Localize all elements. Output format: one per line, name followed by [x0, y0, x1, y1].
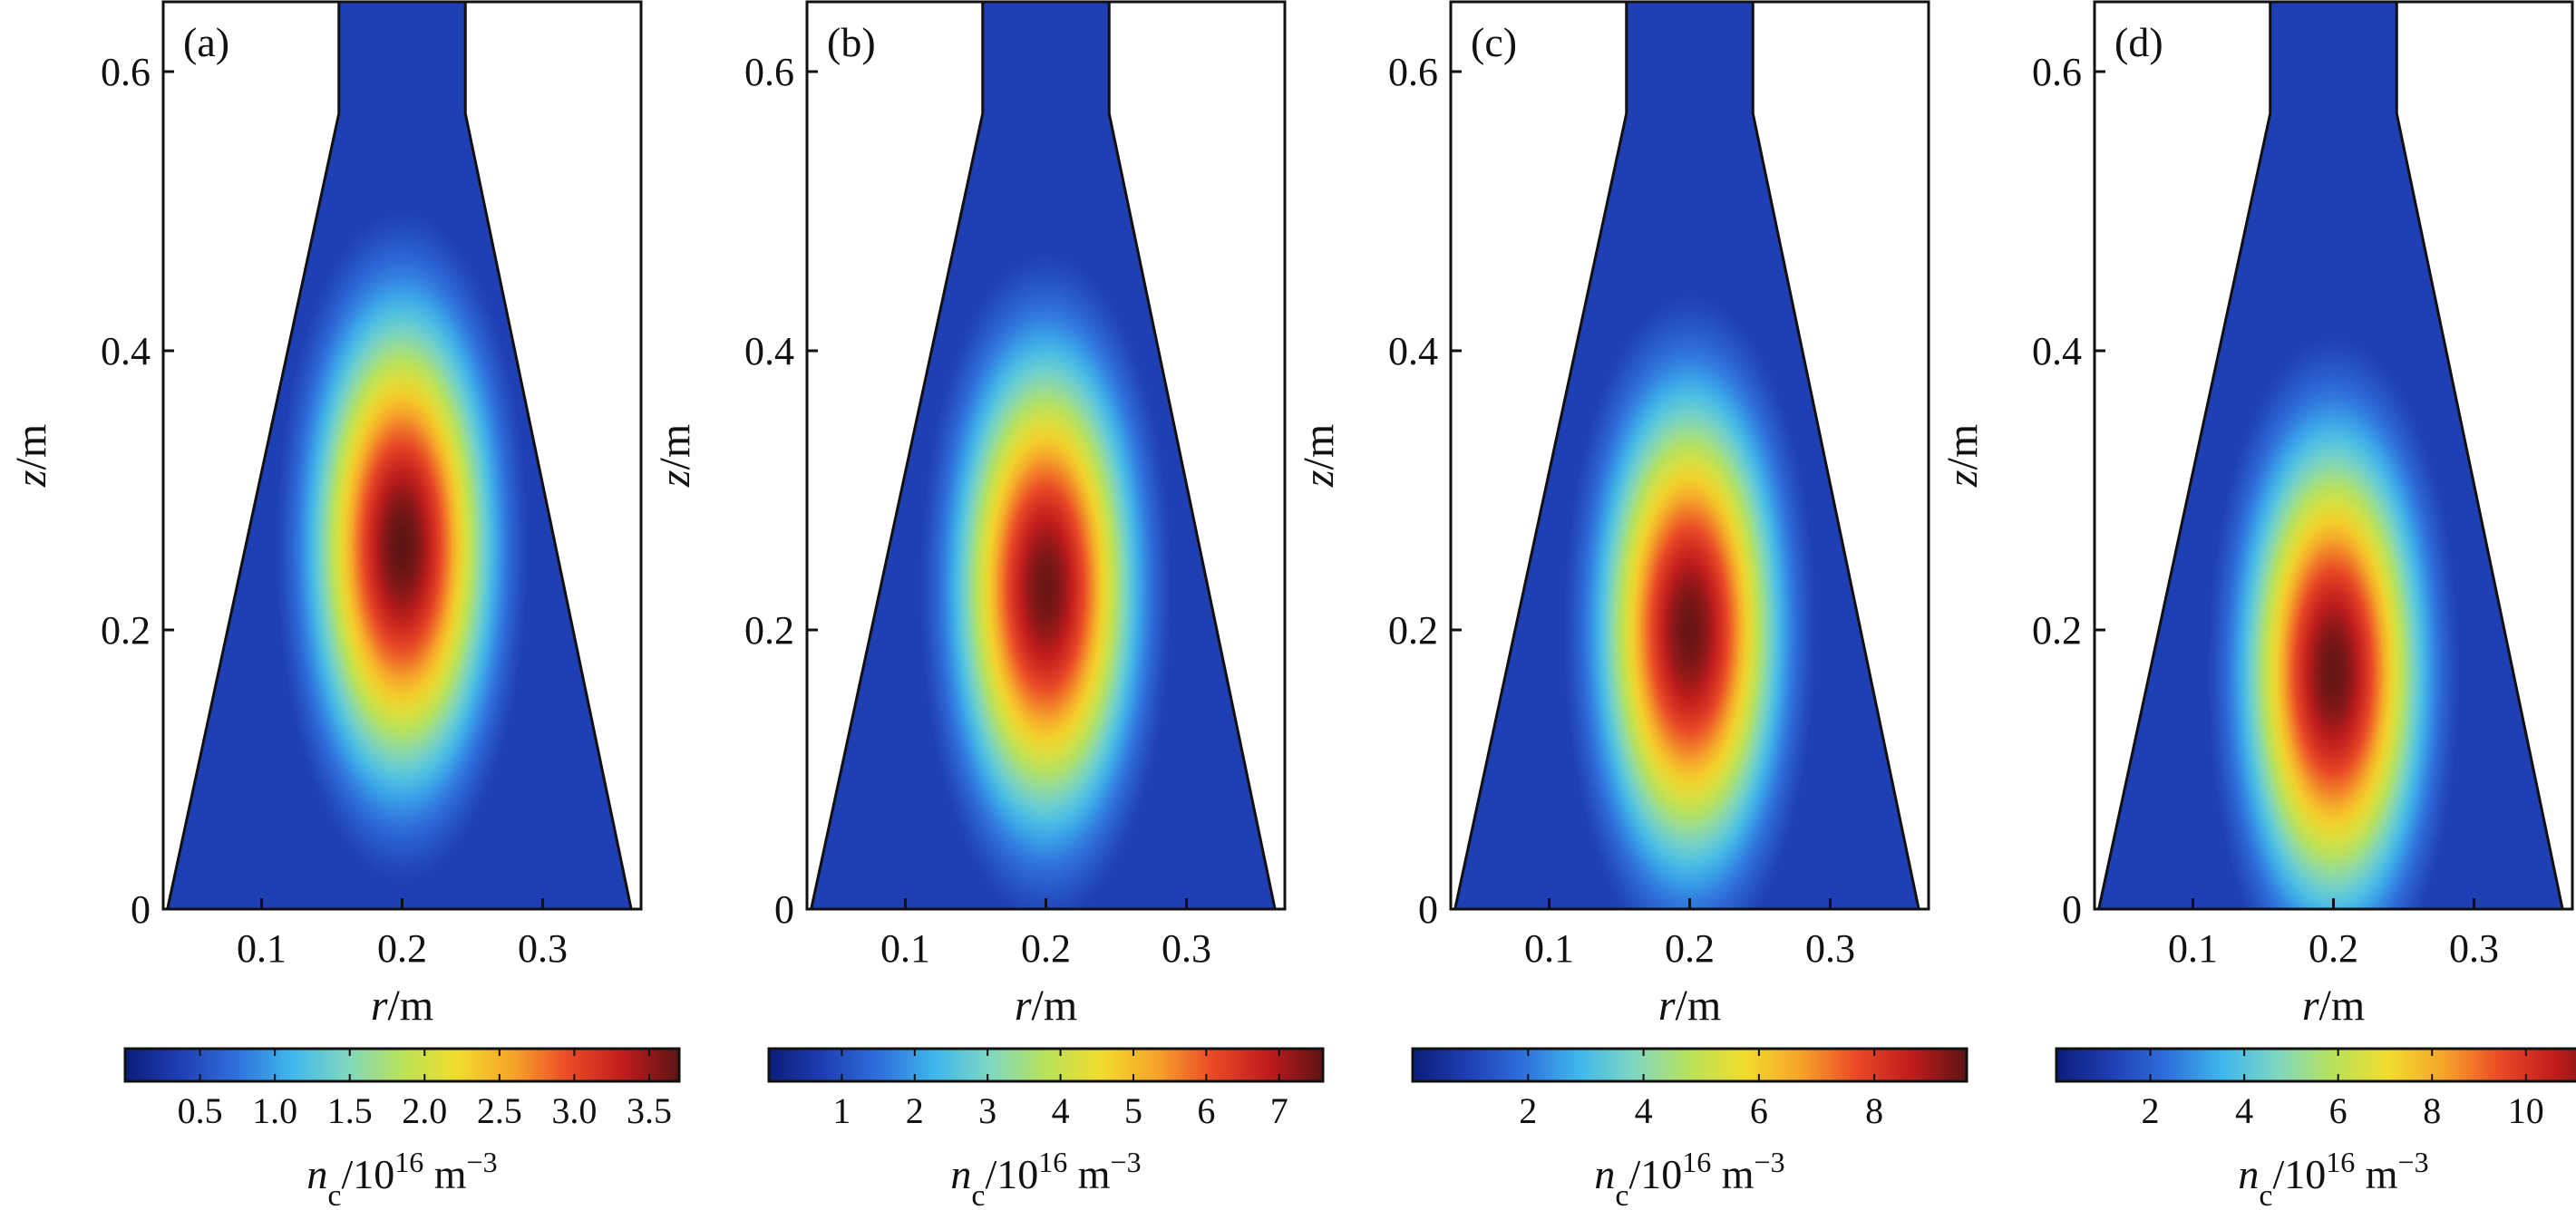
colorbar-label: nc/1016 m−3: [1594, 1146, 1784, 1210]
x-tick-label: 0.3: [1162, 926, 1211, 971]
colorbar: [2055, 1047, 2576, 1083]
colorbar-tick-label: 4: [2235, 1090, 2253, 1131]
colorbar-tick-label: 7: [1270, 1090, 1288, 1131]
panel-tag: (a): [183, 19, 229, 65]
y-axis-label: z/m: [651, 424, 699, 488]
x-tick-label: 0.3: [1805, 926, 1855, 971]
density-field: [2098, 2, 2563, 909]
colorbar: [123, 1047, 681, 1083]
colorbar: [767, 1047, 1325, 1083]
x-axis-label: r/m: [2302, 982, 2365, 1030]
colorbar-tick-label: 4: [1052, 1090, 1070, 1131]
x-axis-label: r/m: [371, 982, 433, 1030]
panel-tag: (b): [827, 19, 876, 65]
colorbar-tick-label: 6: [1750, 1090, 1768, 1131]
colorbar-label: nc/1016 m−3: [950, 1146, 1141, 1210]
panel-b: 0 0.2 0.4 0.6 0.1 0.2 0.3 r/m z/m (b) 1 2 3 4 5 6 7 nc/10…: [651, 0, 1325, 1210]
colorbar-tick-label: 2.5: [477, 1090, 522, 1131]
colorbar-tick-label: 2: [2142, 1090, 2160, 1131]
y-tick-label: 0.6: [1388, 50, 1438, 94]
y-tick-label: 0: [774, 887, 794, 932]
colorbar-tick-label: 2: [1519, 1090, 1537, 1131]
density-field: [1454, 2, 1920, 909]
y-tick-label: 0: [2062, 887, 2082, 932]
colorbar-tick-label: 5: [1124, 1090, 1142, 1131]
x-axis-label: r/m: [1015, 982, 1077, 1030]
x-tick-label: 0.1: [880, 926, 930, 971]
panel-a: 0 0.2 0.4 0.6 0.1 0.2 0.3 r/m z/m (a) 0.5 1.0 1.5 2.0…: [7, 0, 681, 1210]
x-axis-label: r/m: [1658, 982, 1721, 1030]
y-tick-label: 0.2: [2032, 608, 2082, 653]
y-tick-label: 0.6: [2032, 50, 2082, 94]
colorbar-label: nc/1016 m−3: [2238, 1146, 2428, 1210]
density-heatmap: [167, 2, 632, 909]
colorbar-tick-label: 1: [832, 1090, 851, 1131]
y-tick-label: 0.6: [744, 50, 794, 94]
y-tick-label: 0.4: [1388, 329, 1438, 373]
colorbar-tick-label: 3.0: [551, 1090, 597, 1131]
y-tick-label: 0.4: [744, 329, 794, 373]
colorbar-tick-label: 8: [1865, 1090, 1883, 1131]
y-axis-label: z/m: [1295, 424, 1343, 488]
colorbar-tick-label: 2.0: [402, 1090, 447, 1131]
y-tick-label: 0.2: [101, 608, 151, 653]
x-tick-label: 0.2: [377, 926, 427, 971]
colorbar-tick-label: 1.0: [252, 1090, 297, 1131]
panel-tag: (d): [2114, 19, 2163, 65]
y-tick-label: 0.6: [101, 50, 151, 94]
density-heatmap: [1454, 2, 1920, 909]
y-tick-label: 0.2: [744, 608, 794, 653]
panel-c: 0 0.2 0.4 0.6 0.1 0.2 0.3 r/m z/m (c) 2 4 6 8 nc/1016 …: [1295, 0, 1968, 1210]
colorbar-tick-label: 6: [2329, 1090, 2348, 1131]
x-tick-label: 0.2: [1665, 926, 1715, 971]
density-heatmap: [2098, 2, 2563, 909]
colorbar: [1411, 1047, 1968, 1083]
y-tick-label: 0.4: [2032, 329, 2082, 373]
y-axis-label: z/m: [7, 424, 55, 488]
density-field: [811, 2, 1276, 909]
colorbar-tick-label: 3.5: [627, 1090, 672, 1131]
colorbar-tick-label: 2: [906, 1090, 924, 1131]
panel-d: 0 0.2 0.4 0.6 0.1 0.2 0.3 r/m z/m (d) 2 4 6 8 10 nc/101…: [1939, 0, 2576, 1210]
colorbar-tick-label: 4: [1635, 1090, 1653, 1131]
x-tick-label: 0.1: [2168, 926, 2218, 971]
density-heatmap: [811, 2, 1276, 909]
y-tick-label: 0: [131, 887, 151, 932]
x-tick-label: 0.2: [1021, 926, 1071, 971]
colorbar-tick-label: 8: [2423, 1090, 2441, 1131]
x-tick-label: 0.1: [1524, 926, 1574, 971]
x-tick-label: 0.3: [2449, 926, 2499, 971]
colorbar-tick-label: 6: [1197, 1090, 1215, 1131]
colorbar-tick-label: 1.5: [327, 1090, 373, 1131]
colorbar-tick-label: 3: [978, 1090, 996, 1131]
y-axis-label: z/m: [1939, 424, 1987, 488]
y-tick-label: 0.4: [101, 329, 151, 373]
colorbar-label: nc/1016 m−3: [306, 1146, 497, 1210]
colorbar-tick-label: 10: [2508, 1090, 2544, 1131]
colorbar-tick-label: 0.5: [178, 1090, 223, 1131]
panel-tag: (c): [1471, 19, 1517, 65]
density-field: [167, 2, 632, 909]
y-tick-label: 0.2: [1388, 608, 1438, 653]
y-tick-label: 0: [1418, 887, 1438, 932]
x-tick-label: 0.3: [518, 926, 568, 971]
x-tick-label: 0.1: [237, 926, 287, 971]
x-tick-label: 0.2: [2309, 926, 2358, 971]
